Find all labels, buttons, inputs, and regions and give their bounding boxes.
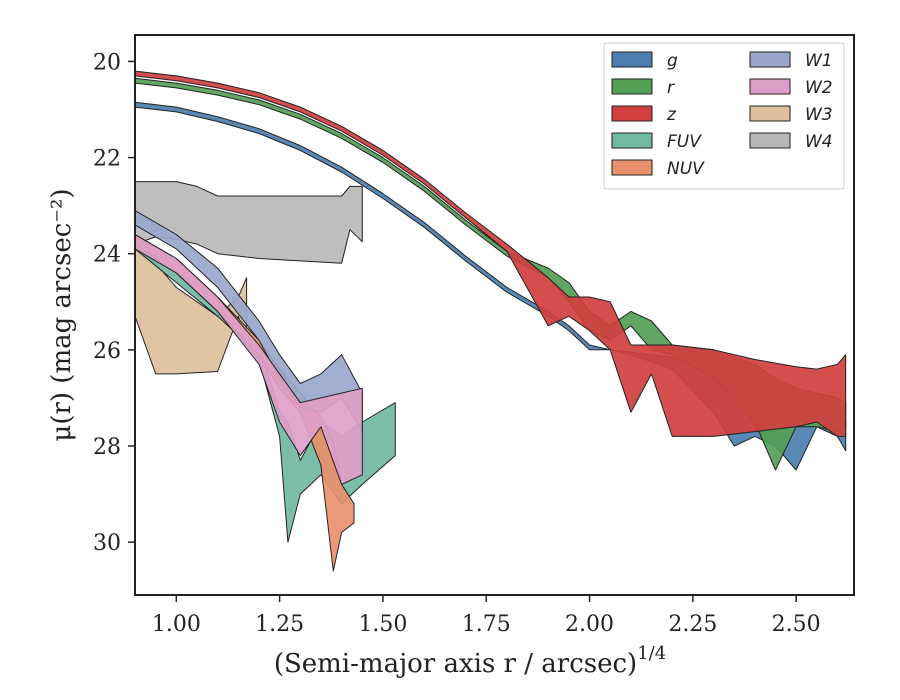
legend-label-g: g (667, 51, 678, 71)
x-axis-label: (Semi-major axis r / arcsec)1/4 (274, 643, 666, 679)
legend-swatch-z (611, 105, 653, 122)
legend-label-w4: W4 (805, 132, 833, 152)
legend-label-w1: W1 (805, 51, 833, 71)
y-tick-label: 22 (93, 147, 121, 172)
x-tick-label: 1.50 (358, 612, 407, 637)
legend-label-w2: W2 (805, 78, 833, 98)
x-tick-label: 1.00 (152, 612, 201, 637)
legend-label-nuv: NUV (667, 159, 705, 179)
y-tick-label: 20 (93, 50, 121, 75)
legend-swatch-fuv (611, 132, 653, 149)
legend-swatch-nuv (611, 159, 653, 176)
legend-swatch-r (611, 78, 653, 95)
x-axis-ticks: 1.00 1.25 1.50 1.75 2.00 2.25 2.50 (152, 595, 821, 637)
series-bands (135, 70, 847, 572)
x-tick-label: 1.75 (462, 612, 511, 637)
y-tick-label: 30 (93, 531, 121, 556)
band-w4 (135, 181, 363, 264)
legend-label-fuv: FUV (667, 132, 702, 152)
band-z (135, 70, 847, 437)
x-tick-label: 1.25 (255, 612, 304, 637)
legend-label-r: r (667, 78, 675, 98)
plot-frame (134, 34, 855, 596)
x-tick-label: 2.00 (565, 612, 614, 637)
x-tick-label: 2.50 (772, 612, 821, 637)
y-tick-label: 26 (93, 339, 121, 364)
legend-swatch-g (611, 51, 653, 68)
legend-label-w3: W3 (805, 105, 833, 125)
legend: grz FUV NUV W1 W2 W3 W4 (603, 42, 845, 190)
y-tick-label: 24 (93, 243, 121, 268)
legend-swatch-w1 (749, 51, 791, 68)
band-w2 (135, 234, 363, 485)
y-tick-label: 28 (93, 435, 121, 460)
y-axis-label: μ(r) (mag arcsec⁻²) (47, 188, 77, 441)
y-axis-ticks: 20 22 24 26 28 30 (93, 50, 135, 556)
legend-swatch-w4 (749, 132, 791, 149)
x-tick-label: 2.25 (668, 612, 717, 637)
legend-swatch-w2 (749, 78, 791, 95)
legend-swatch-w3 (749, 105, 791, 122)
legend-label-z: z (666, 105, 677, 125)
